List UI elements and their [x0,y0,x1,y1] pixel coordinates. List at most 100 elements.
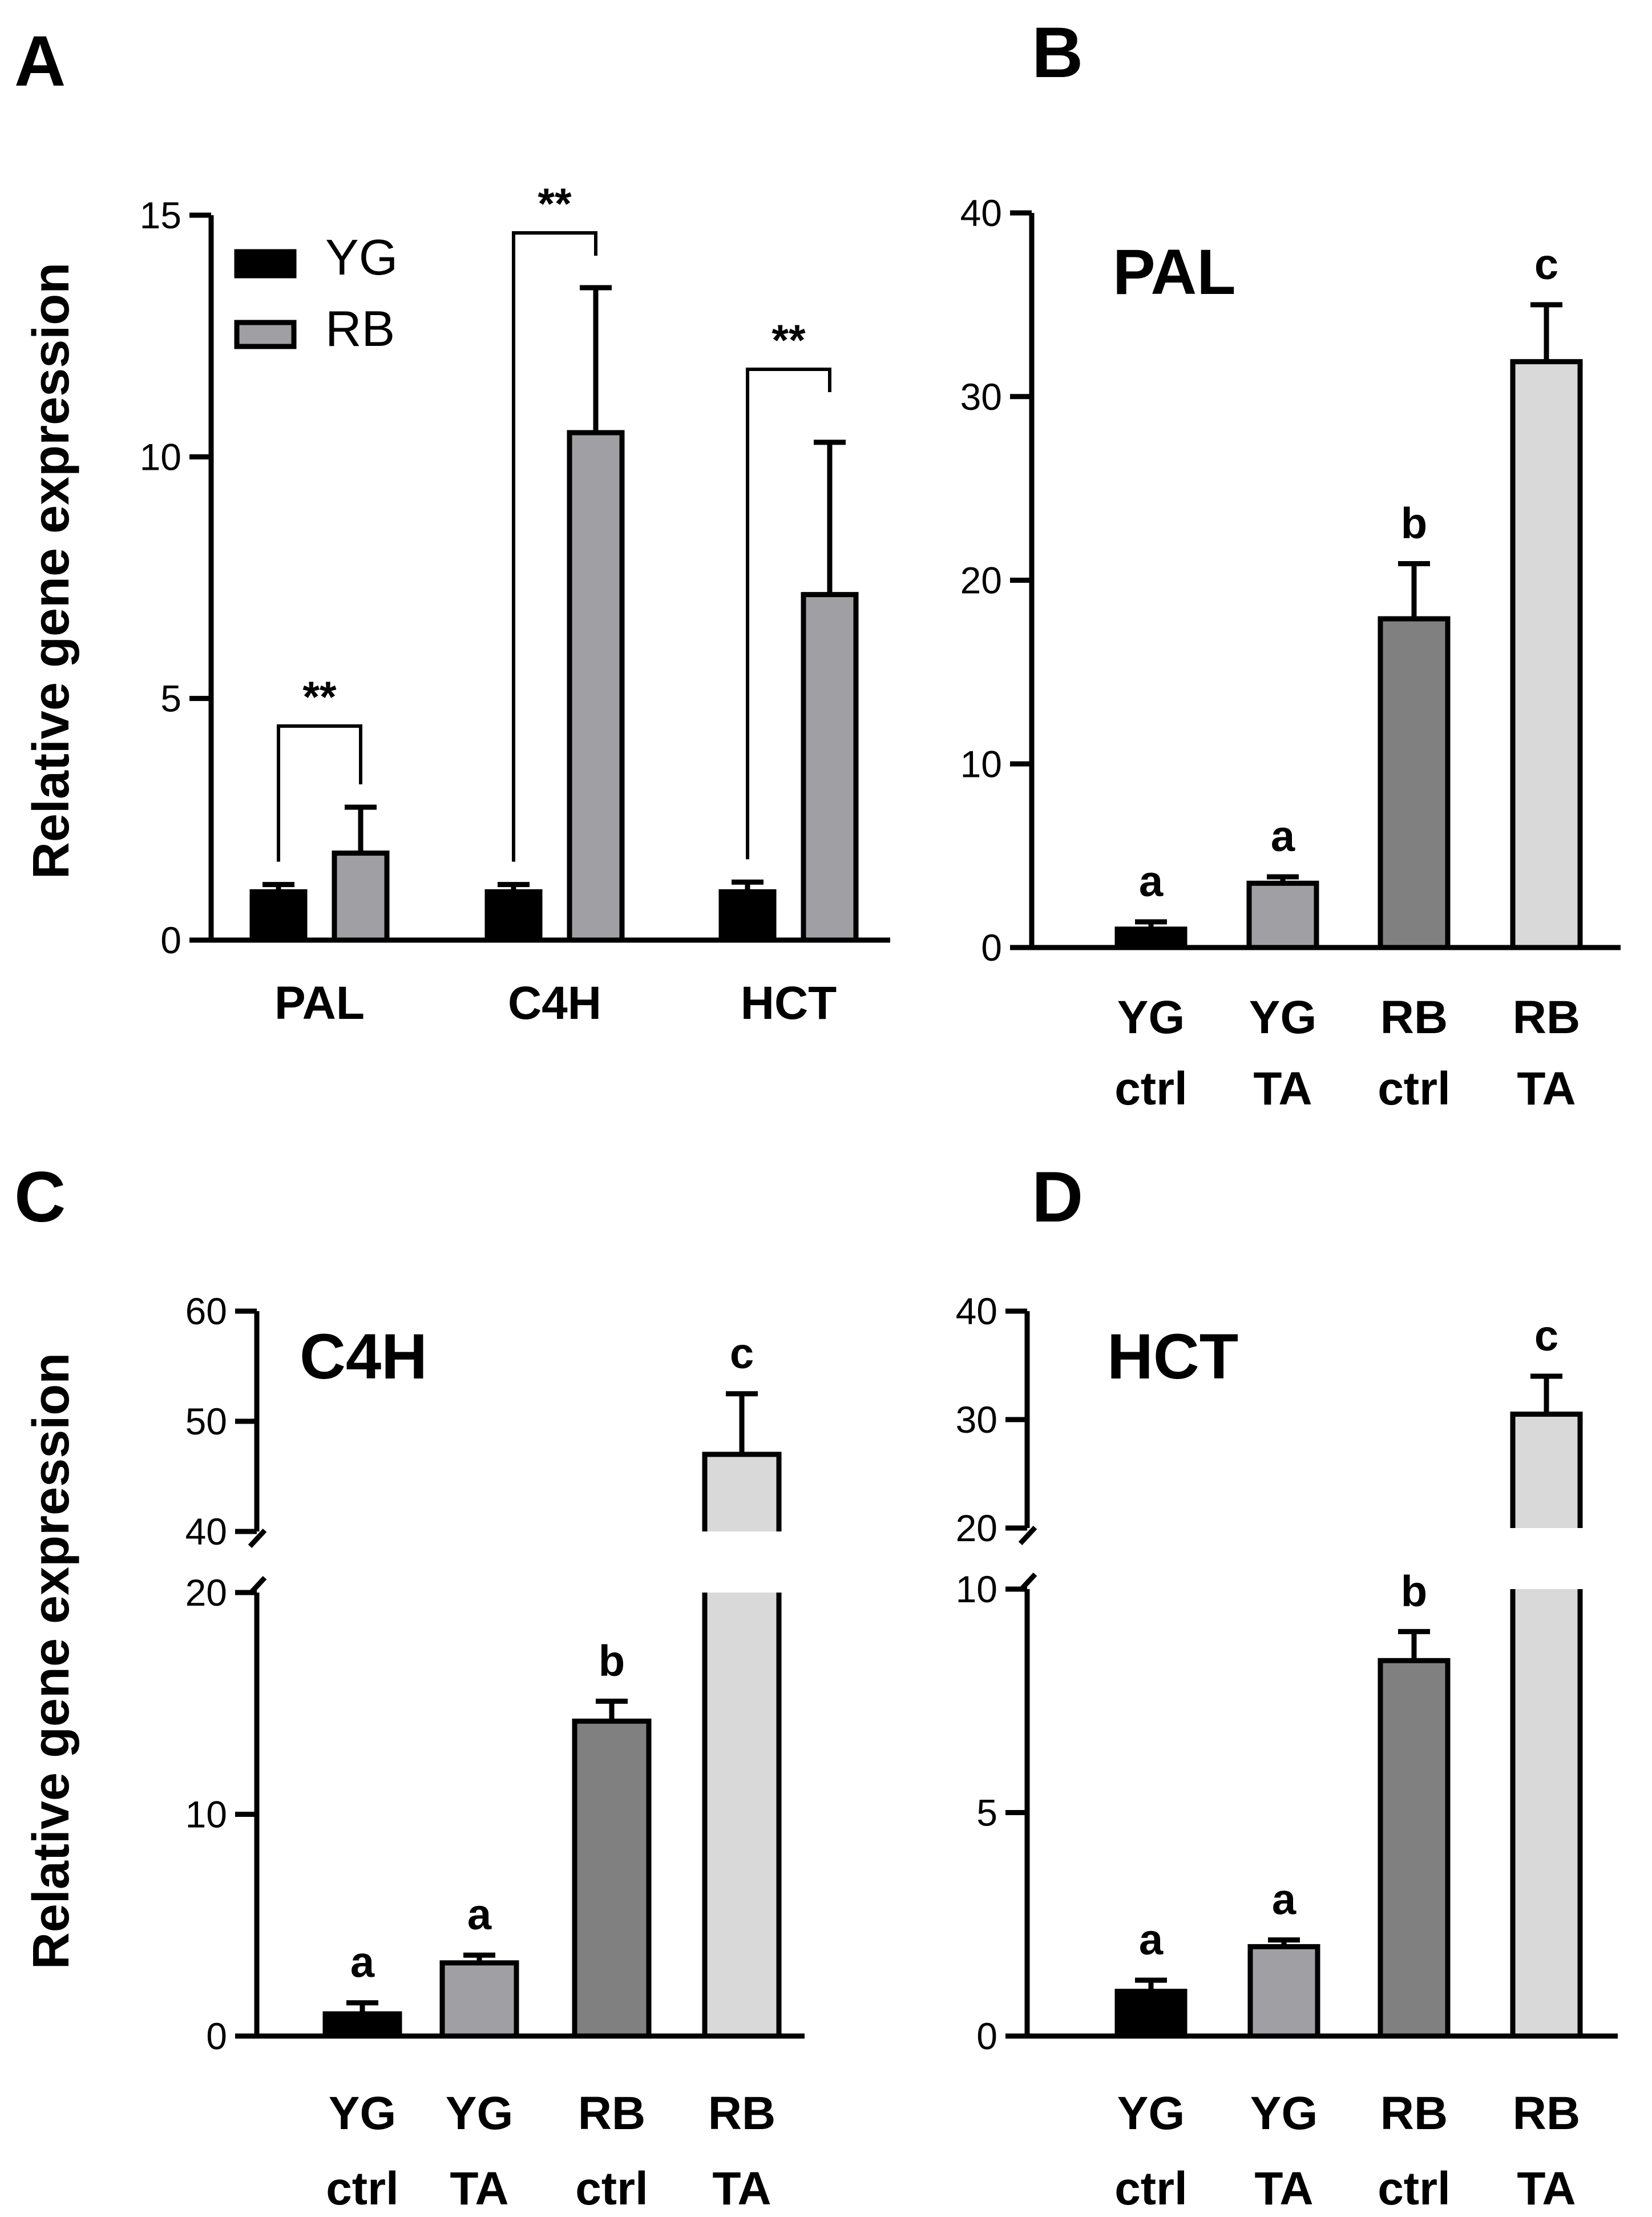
panel-letter-d: D [1032,1158,1083,1237]
panel-d-axis-break-mark-1 [1018,1525,1037,1546]
legend-label-yg: YG [325,229,398,285]
panel-c-bar-rb-ta-letter: c [730,1329,754,1378]
panel-a-y-tick-label-15: 15 [140,194,181,236]
panel-b-gene-title: PAL [1113,236,1236,308]
panel-c-y-tick-label-60: 60 [185,1290,227,1332]
panel-a-significance-label-c4h: ** [538,180,572,228]
panel-b-bar-yg-ctrl-label-line2: ctrl [1114,1063,1187,1115]
panel-letter-c: C [14,1158,66,1237]
panel-a-bar-hct-rb [801,592,859,943]
panel-d-bar-rb-ta-label-line2: TA [1517,2163,1576,2215]
panel-b-y-tick-label-30: 30 [960,376,1002,418]
panel-b-bar-yg-ctrl [1114,926,1187,950]
panel-a: A Relative gene expression 0 5 10 15 PAL C4H… [14,22,890,1029]
panel-a-y-tick-label-5: 5 [160,678,181,720]
panel-c-bar-rb-ctrl-letter: b [599,1636,625,1685]
panel-b-bar-rb-ctrl-label-line1: RB [1380,991,1448,1043]
panel-c-gene-title: C4H [300,1321,427,1392]
panel-b: B PAL 0 10 20 30 40 a YG ctrl a YG TA b RB ctrl c RB TA [960,13,1621,1115]
panel-d-bar-yg-ctrl [1114,1989,1187,2039]
panel-a-x-label-c4h: C4H [508,977,601,1029]
panel-c-bar-yg-ta-label-line2: TA [450,2163,508,2215]
panel-b-bar-yg-ctrl-label-line1: YG [1117,991,1185,1043]
panel-c: C Relative gene expression C4H 0 10 20 40 50… [14,1158,805,2215]
legend-swatch-yg [234,249,297,279]
panel-a-y-tick-label-10: 10 [140,436,181,478]
panel-a-bar-pal-yg [249,889,308,943]
panel-c-bar-rb-ctrl-label-line1: RB [578,2087,645,2139]
panel-c-bar-yg-ta-label-line1: YG [446,2087,513,2139]
panel-d-bar-rb-ta [1510,1412,1583,2039]
panel-d-bar-rb-ta-label-line1: RB [1513,2087,1580,2139]
panel-b-bars: a YG ctrl a YG TA b RB ctrl c RB TA [1114,240,1583,1115]
panel-b-bar-rb-ta-letter: c [1534,240,1558,289]
panel-a-bar-hct-yg [718,889,777,943]
panel-d-bar-yg-ctrl-label-line2: ctrl [1114,2163,1187,2215]
panel-c-y-tick-label-0: 0 [206,2015,227,2057]
panel-a-y-axis-title: Relative gene expression [23,263,80,879]
panel-c-bar-rb-ctrl [572,1718,652,2039]
panel-a-significance-bracket-pal [277,724,362,862]
panel-a-significance-label-pal: ** [302,673,337,721]
panel-b-y-tick-label-20: 20 [960,559,1002,602]
panel-c-y-axis-title: Relative gene expression [23,1353,80,1969]
panel-a-significance-label-hct: ** [772,316,806,365]
panel-a-significance-bracket-hct [746,368,831,860]
panel-d-gene-title: HCT [1107,1321,1238,1392]
panel-letter-b: B [1032,13,1083,92]
panel-d-y-tick-label-40: 40 [956,1290,997,1332]
panel-d-bar-yg-ta-label-line2: TA [1254,2163,1313,2215]
panel-c-bars: a YG ctrl a YG TA b RB ctrl c RB TA [322,1329,784,2215]
panel-c-y-tick-label-10: 10 [185,1793,227,1836]
panel-c-bar-yg-ta [439,1960,519,2039]
panel-b-bar-rb-ctrl [1378,616,1451,950]
panel-d-bar-rb-ta-letter: c [1534,1312,1558,1360]
panel-letter-a: A [14,22,66,101]
panel-a-bar-c4h-yg [484,889,543,943]
panel-d-bar-yg-ctrl-label-line1: YG [1117,2087,1185,2139]
panel-d-y-tick-label-20: 20 [956,1507,997,1549]
panel-b-bar-rb-ctrl-letter: b [1401,499,1427,548]
panel-d-y-tick-label-10: 10 [956,1568,997,1610]
panel-d-bar-rb-ctrl-label-line2: ctrl [1378,2163,1451,2215]
panel-c-bar-yg-ta-letter: a [467,1891,492,1939]
panel-d-bar-rb-ctrl-letter: b [1401,1567,1427,1615]
panel-d-bars: a YG ctrl a YG TA b RB ctrl c RB TA [1114,1312,1585,2215]
panel-d-axes: 0 5 10 20 30 40 [956,1290,1618,2057]
panel-b-y-tick-label-10: 10 [960,743,1002,785]
panel-d-bar-rb-ctrl-label-line1: RB [1380,2087,1448,2139]
panel-c-bar-yg-ctrl-letter: a [350,1938,375,1987]
panel-d-bar-rb-ta-break-gap [1508,1528,1585,1589]
panel-c-bar-yg-ctrl-label-line1: YG [329,2087,396,2139]
panel-a-x-label-pal: PAL [274,977,365,1029]
legend-label-rb: RB [325,300,395,357]
panel-b-bar-rb-ta-label-line1: RB [1513,991,1580,1043]
panel-c-bar-rb-ta-label-line1: RB [708,2087,775,2139]
panel-a-bars: PAL C4H HCT [249,285,859,1029]
panel-b-bar-yg-ta-label-line1: YG [1249,991,1316,1043]
panel-b-bar-yg-ta [1246,880,1319,950]
panel-b-bar-yg-ta-letter: a [1271,812,1295,861]
panel-b-bar-yg-ctrl-letter: a [1139,857,1164,906]
panel-c-y-tick-label-40: 40 [185,1510,227,1553]
panel-d-y-tick-label-30: 30 [956,1398,997,1441]
panel-d-bar-yg-ctrl-letter: a [1139,1916,1164,1964]
panel-d-y-tick-label-0: 0 [976,2015,997,2057]
panel-c-y-tick-label-50: 50 [185,1400,227,1442]
panel-c-bar-yg-ctrl-label-line2: ctrl [326,2163,399,2215]
panel-b-bar-rb-ta-label-line2: TA [1517,1063,1576,1115]
panel-c-bar-rb-ctrl-label-line2: ctrl [575,2163,648,2215]
panel-c-bar-rb-ta-break-gap [700,1531,784,1593]
panel-c-bar-rb-ta-label-line2: TA [712,2163,771,2215]
panel-c-bar-yg-ctrl [322,2011,402,2039]
panel-d-bar-yg-ta [1247,1944,1320,2039]
panel-b-bar-rb-ta [1510,359,1583,950]
panel-a-y-tick-label-0: 0 [160,919,181,961]
panel-c-y-tick-label-20: 20 [185,1571,227,1614]
legend-swatch-rb [234,320,297,349]
panel-d: D HCT 0 5 10 20 30 40 a YG ctrl a YG TA b RB ctrl c RB T… [956,1158,1618,2215]
panel-a-significance: ** ** ** [277,180,831,862]
panel-a-bar-pal-rb [332,850,390,943]
panel-c-axis-break-mark-1 [248,1528,267,1549]
